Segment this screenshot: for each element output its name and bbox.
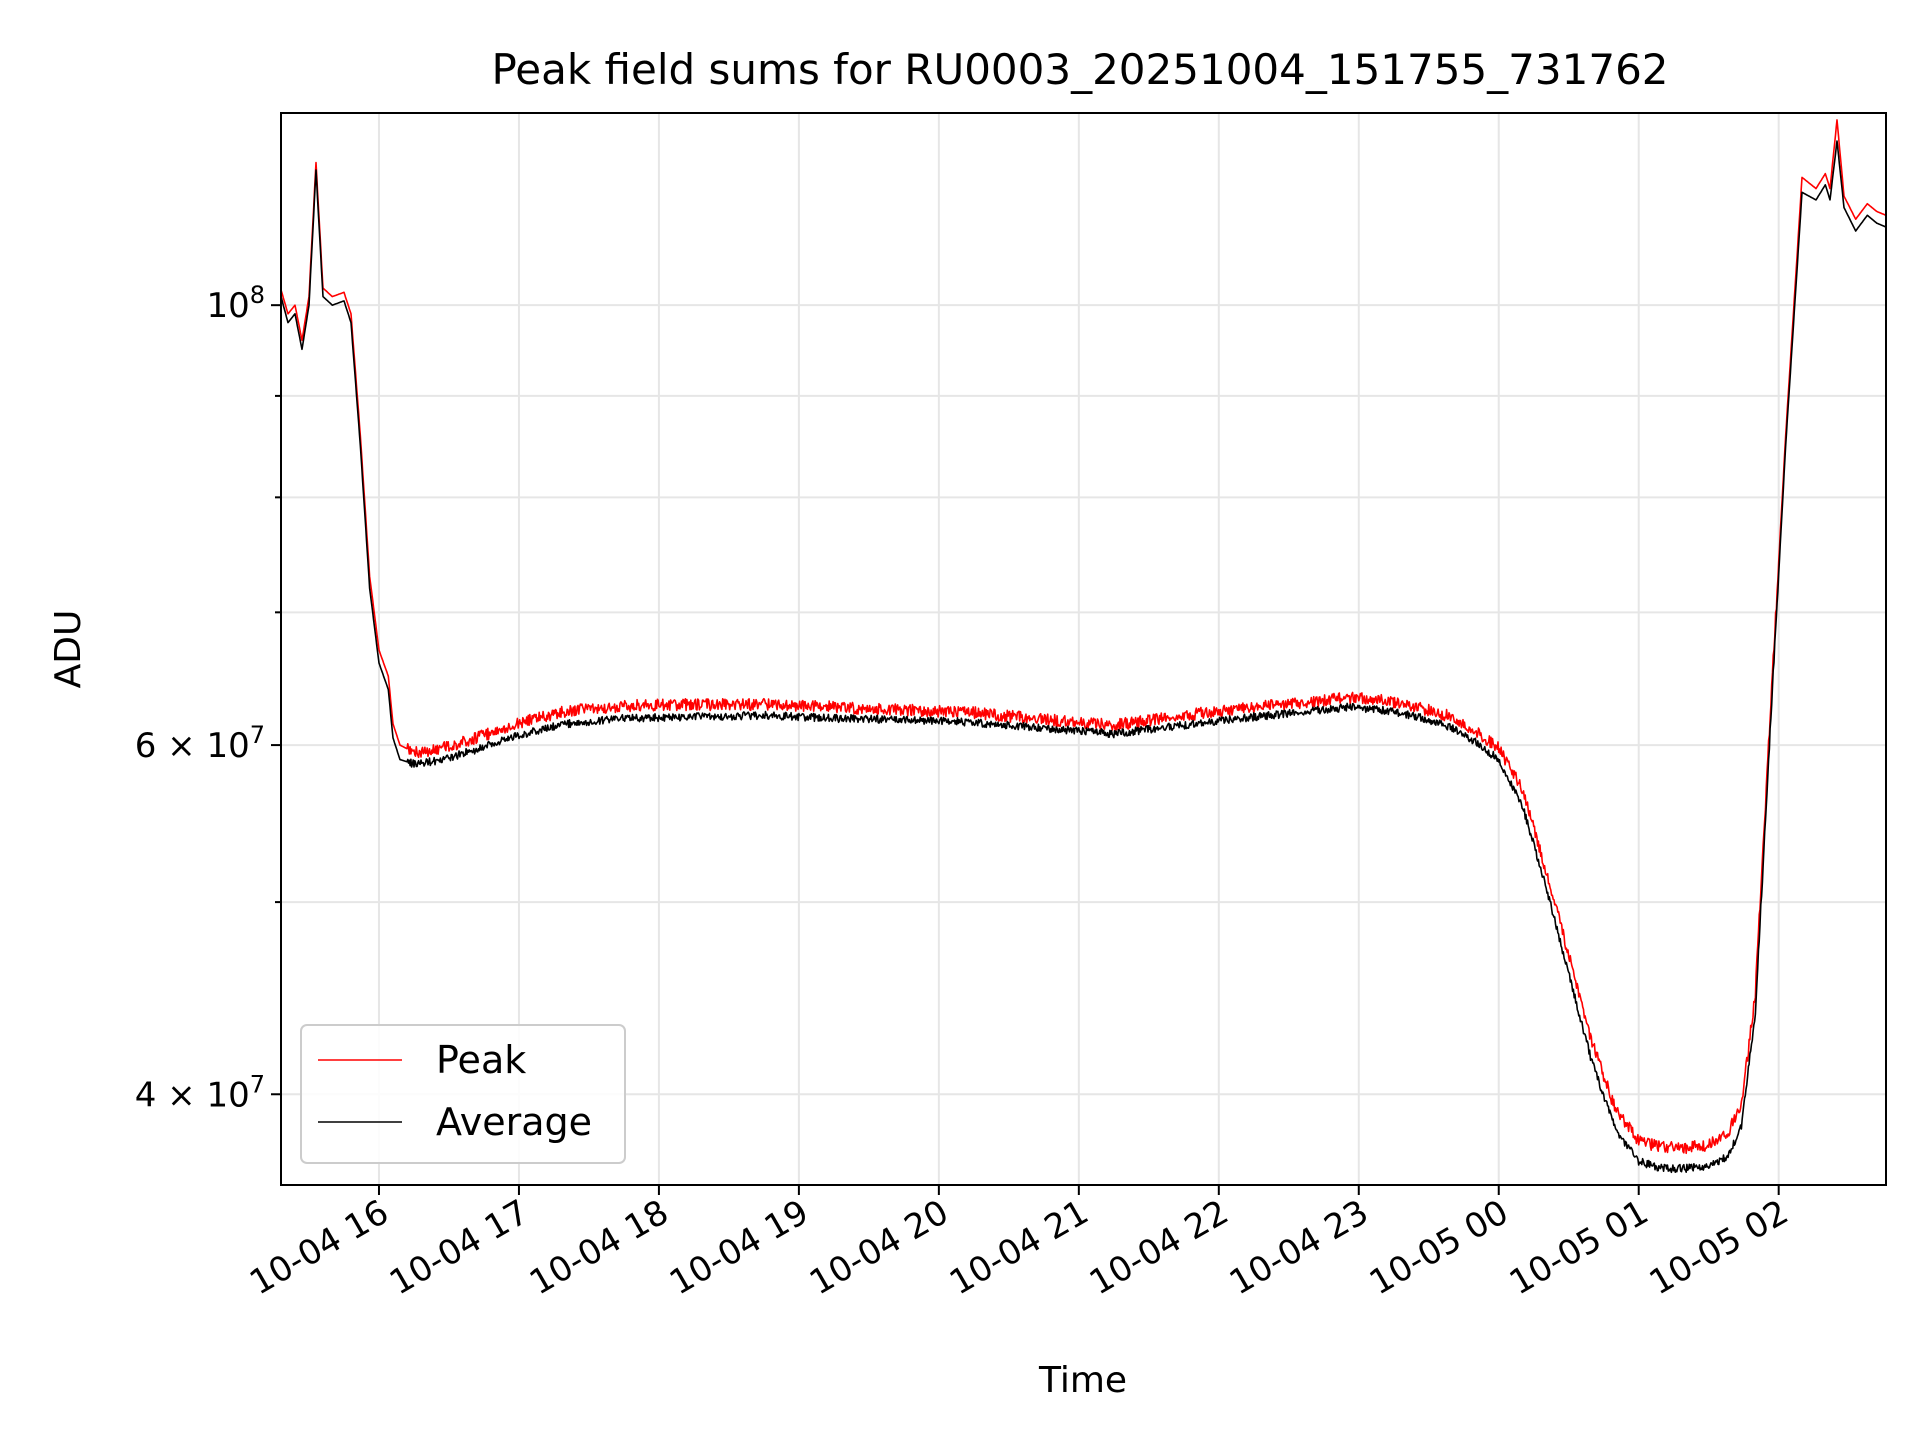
legend: Peak Average — [300, 1024, 626, 1164]
chart-title: Peak field sums for RU0003_20251004_1517… — [491, 45, 1668, 94]
x-axis-label: Time — [1038, 1360, 1127, 1401]
legend-label-peak: Peak — [436, 1038, 526, 1082]
series-line-average — [281, 140, 1886, 1174]
series-layer — [281, 119, 1886, 1174]
legend-label-average: Average — [436, 1100, 592, 1144]
y-tick-label: 108 — [206, 281, 265, 326]
y-axis-label: ADU — [48, 610, 89, 689]
y-tick-label: 4 × 107 — [135, 1070, 265, 1115]
y-axis: 4 × 107 6 × 107 108 — [135, 281, 281, 1115]
series-line-peak — [281, 119, 1886, 1155]
plot-frame — [280, 112, 1887, 1186]
y-tick-label: 6 × 107 — [135, 721, 265, 766]
